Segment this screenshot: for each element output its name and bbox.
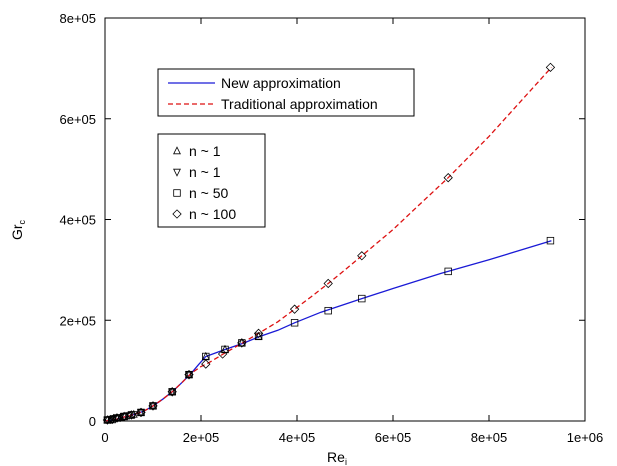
data-point-diamond xyxy=(148,401,158,411)
data-point-triangle-down xyxy=(137,409,145,418)
marker-legend: n ~ 1 n ~ 1 n ~ 50 n ~ 100 xyxy=(157,133,266,228)
data-point-diamond xyxy=(289,304,300,314)
y-tick-label: 2e+05 xyxy=(59,313,96,328)
data-point-square xyxy=(254,332,263,341)
data-point-square xyxy=(108,415,116,424)
series-line xyxy=(104,240,552,422)
data-point-square xyxy=(324,306,332,315)
data-point-square xyxy=(238,339,246,347)
data-point-square xyxy=(120,412,128,421)
y-tick-label: 8e+05 xyxy=(59,11,96,26)
y-tick-label: 6e+05 xyxy=(59,112,96,127)
data-point-square xyxy=(185,370,193,379)
data-point-square xyxy=(290,319,299,327)
data-point-triangle-up xyxy=(237,338,246,347)
data-point-triangle-up xyxy=(120,411,129,420)
x-tick-label: 4e+05 xyxy=(279,430,316,445)
line-legend-box xyxy=(157,68,415,117)
legend-label-traditional: Traditional approximation xyxy=(221,96,378,112)
legend-marker-triangle-up-icon xyxy=(173,146,181,155)
data-point-square xyxy=(444,267,452,276)
data-point-diamond xyxy=(237,338,247,348)
y-tick-label: 0 xyxy=(89,414,96,429)
x-tick-label: 1e+06 xyxy=(567,430,604,445)
x-tick-label: 6e+05 xyxy=(375,430,412,445)
legend-marker-triangle-down-icon xyxy=(173,168,181,177)
data-point-triangle-down xyxy=(168,388,177,397)
legend-label-n1-down: n ~ 1 xyxy=(189,164,221,180)
series-markers xyxy=(102,62,556,425)
data-point-diamond xyxy=(126,410,137,420)
data-point-square xyxy=(168,388,176,396)
data-point-diamond xyxy=(323,278,333,289)
data-point-triangle-up xyxy=(149,401,157,410)
y-axis-label: Grc xyxy=(9,219,27,240)
data-point-diamond xyxy=(443,173,453,183)
data-point-diamond xyxy=(253,328,264,339)
data-point-square xyxy=(137,408,145,417)
legend-label-n50: n ~ 50 xyxy=(189,185,229,201)
data-point-triangle-up xyxy=(168,387,177,395)
data-point-square xyxy=(103,416,112,424)
legend-marker-square-icon xyxy=(173,189,181,197)
data-point-triangle-up xyxy=(129,409,138,418)
x-tick-label: 8e+05 xyxy=(471,430,508,445)
data-point-square xyxy=(127,411,136,419)
legend-label-n100: n ~ 100 xyxy=(189,206,236,222)
data-point-triangle-down xyxy=(120,413,129,422)
legend-marker-diamond-icon xyxy=(172,209,182,219)
x-tick-label: 2e+05 xyxy=(183,430,220,445)
x-axis-label: Rei xyxy=(327,449,347,466)
data-point-diamond xyxy=(184,369,194,380)
series-line xyxy=(104,66,552,422)
data-point-triangle-up xyxy=(201,351,210,360)
data-point-square xyxy=(546,236,555,245)
data-point-square xyxy=(149,402,157,410)
series-lines xyxy=(104,66,552,422)
line-legend: New approximation Traditional approximat… xyxy=(157,68,415,117)
data-point-diamond xyxy=(102,415,113,425)
data-point-diamond xyxy=(167,387,177,397)
data-point-diamond xyxy=(217,349,228,359)
data-point-triangle-up xyxy=(137,407,145,416)
data-point-triangle-down xyxy=(185,371,193,380)
data-point-diamond xyxy=(136,407,146,418)
data-point-diamond xyxy=(545,62,556,73)
data-point-diamond xyxy=(107,414,117,425)
data-point-triangle-up xyxy=(185,369,193,378)
tick-labels: 0 2e+05 4e+05 6e+05 8e+05 1e+06 0 2e+05 4e+05 6e+… xyxy=(59,11,603,445)
data-point-square xyxy=(113,414,121,422)
data-point-diamond xyxy=(357,251,367,261)
data-point-diamond xyxy=(201,359,211,369)
x-tick-label: 0 xyxy=(101,430,108,445)
data-point-triangle-down xyxy=(149,402,157,411)
legend-marker-icons xyxy=(172,146,182,219)
data-point-square xyxy=(358,294,366,303)
legend-label-n1-up: n ~ 1 xyxy=(189,143,221,159)
y-tick-label: 4e+05 xyxy=(59,213,96,228)
legend-label-new: New approximation xyxy=(221,75,341,91)
